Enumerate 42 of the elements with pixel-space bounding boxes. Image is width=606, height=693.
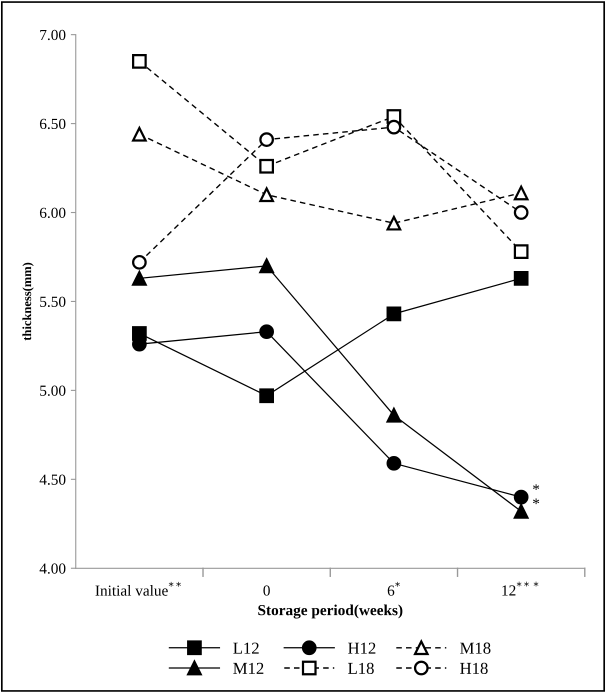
- point: [259, 388, 274, 404]
- x-tick-label: 0: [263, 585, 270, 596]
- x-tick-label: 6$^{*}$: [388, 582, 400, 596]
- point: [386, 216, 402, 231]
- point: [514, 186, 529, 200]
- point: [132, 126, 147, 142]
- point: [259, 258, 274, 274]
- legend-label: M18: [460, 642, 490, 654]
- point: [386, 408, 402, 423]
- point: [514, 504, 529, 519]
- legend-label: L18: [348, 662, 374, 674]
- y-axis-title: thickness(mm): [22, 262, 34, 340]
- y-tick-label: 4.50: [40, 474, 66, 485]
- legend-label: L12: [233, 642, 259, 654]
- x-tick-label: 12$^{***}$: [502, 582, 538, 596]
- point: [386, 306, 402, 322]
- y-tick-label: 7.00: [40, 30, 66, 40]
- y-tick-label: 5.00: [40, 386, 66, 396]
- point: [132, 54, 147, 69]
- legend-label: H18: [460, 662, 488, 674]
- point: [514, 205, 529, 220]
- point: [386, 456, 402, 471]
- point: [514, 490, 529, 504]
- y-tick-label: 6.50: [40, 118, 66, 130]
- point: [132, 270, 147, 286]
- point: [259, 158, 274, 174]
- annotation: *: [533, 498, 540, 504]
- y-tick-label: 4.00: [40, 563, 66, 574]
- y-tick-label: 6.00: [40, 208, 66, 218]
- point: [514, 244, 529, 260]
- point: [514, 270, 529, 286]
- point: [259, 324, 274, 340]
- point: [132, 254, 147, 270]
- x-tick-label: Initial value$^{**}$: [95, 582, 181, 596]
- annotation: *: [533, 484, 540, 490]
- point: [259, 187, 274, 202]
- legend-label: M12: [233, 662, 264, 674]
- y-tick-label: 5.50: [40, 296, 66, 307]
- point: [386, 120, 402, 134]
- x-axis-title: Storage period(weeks): [258, 604, 402, 619]
- legend-label: H12: [348, 642, 376, 654]
- point: [259, 132, 274, 147]
